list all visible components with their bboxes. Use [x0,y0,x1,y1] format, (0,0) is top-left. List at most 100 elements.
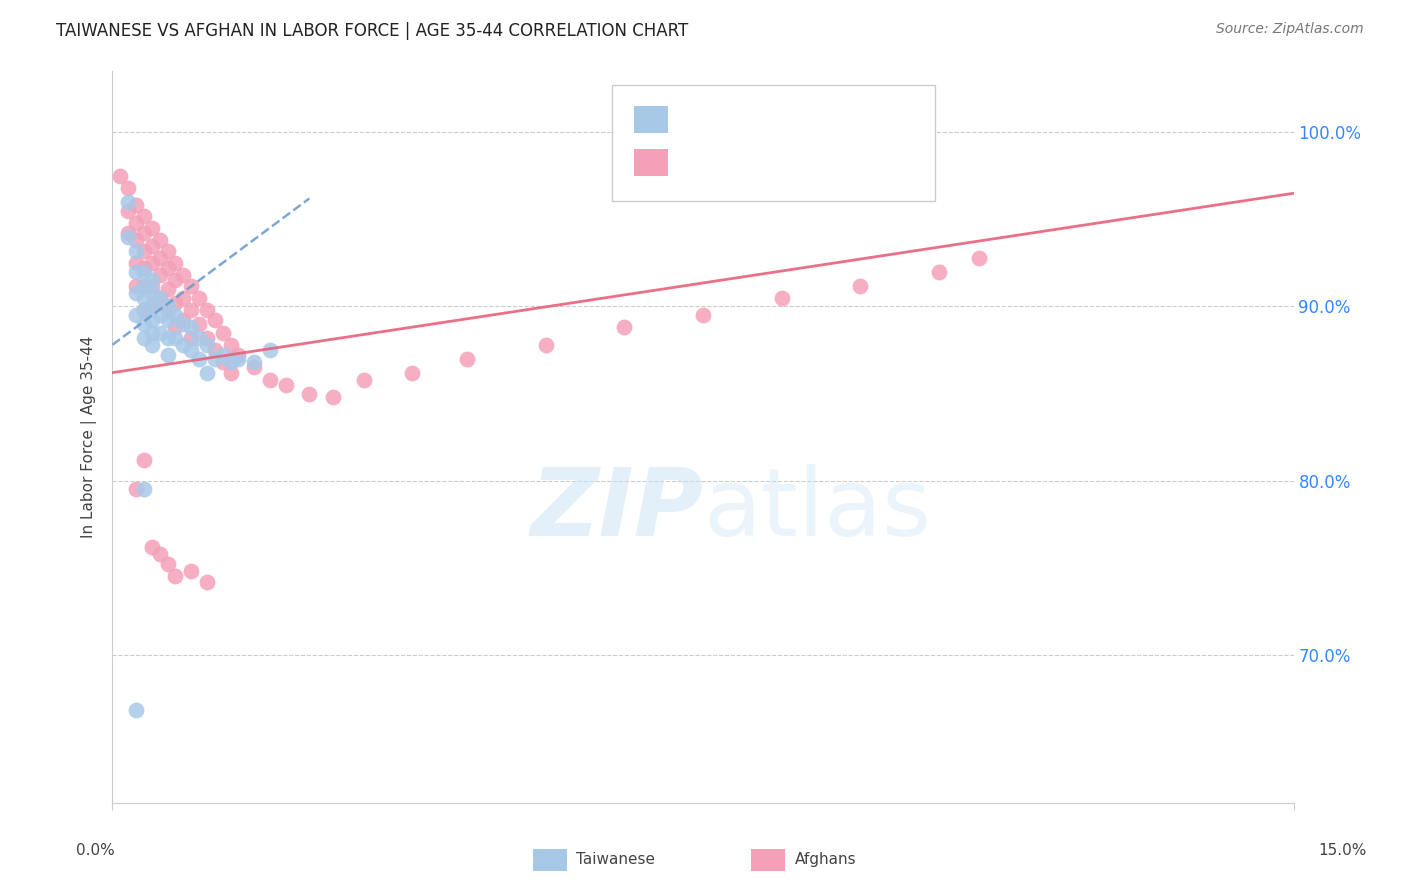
Point [172,338,194,352]
Text: 0.128: 0.128 [703,112,749,126]
Point [125,216,148,230]
Text: ZIP: ZIP [530,464,703,557]
Point [125,308,148,322]
Point [204,351,226,366]
Point [132,244,155,258]
Point [132,302,155,317]
Point [195,302,218,317]
Point [149,291,172,305]
Point [165,273,187,287]
Point [188,317,211,331]
Point [156,282,179,296]
Point [180,320,202,334]
Point [165,331,187,345]
Point [110,169,132,183]
Point [149,291,172,305]
Point [243,355,266,369]
Point [132,302,155,317]
Point [125,244,148,258]
Point [172,268,194,282]
Point [117,227,139,241]
Point [534,338,557,352]
Point [228,348,250,362]
Point [125,278,148,293]
Point [132,261,155,276]
Point [141,256,163,270]
Text: R =: R = [675,154,710,169]
Point [180,331,202,345]
Point [188,291,211,305]
Point [156,302,179,317]
Text: R =: R = [675,112,710,126]
Point [165,320,187,334]
Point [165,569,187,583]
Point [165,296,187,310]
Point [156,300,179,314]
Point [149,233,172,247]
Point [156,348,179,362]
Point [149,547,172,561]
Point [204,343,226,357]
Text: Source: ZipAtlas.com: Source: ZipAtlas.com [1216,22,1364,37]
Point [211,348,233,362]
Point [156,331,179,345]
Point [125,704,148,718]
Point [219,366,242,380]
Point [141,300,163,314]
Point [298,386,321,401]
Text: 0.0%: 0.0% [76,843,115,858]
Point [172,317,194,331]
Point [141,338,163,352]
Point [259,373,281,387]
Point [195,366,218,380]
Text: 72: 72 [818,154,838,169]
Point [125,233,148,247]
Point [149,251,172,265]
Point [132,483,155,497]
Point [141,326,163,340]
Point [172,313,194,327]
Point [228,351,250,366]
Point [132,227,155,241]
Point [141,300,163,314]
Point [141,540,163,554]
Text: Afghans: Afghans [794,853,856,867]
Point [195,331,218,345]
Point [274,377,297,392]
Point [692,308,714,322]
Point [219,338,242,352]
Text: N =: N = [787,154,824,169]
Point [125,483,148,497]
Text: TAIWANESE VS AFGHAN IN LABOR FORCE | AGE 35-44 CORRELATION CHART: TAIWANESE VS AFGHAN IN LABOR FORCE | AGE… [56,22,689,40]
Point [195,574,218,589]
Point [401,366,423,380]
Point [125,285,148,300]
Point [165,256,187,270]
Point [172,291,194,305]
Point [456,351,478,366]
Point [219,355,242,369]
Point [132,278,155,293]
Point [156,313,179,327]
Point [243,360,266,375]
Point [322,390,344,404]
Point [117,194,139,209]
Point [149,326,172,340]
Point [156,558,179,572]
Point [141,285,163,300]
Point [125,198,148,212]
Point [117,181,139,195]
Point [613,320,636,334]
Point [195,338,218,352]
Point [132,317,155,331]
Point [211,326,233,340]
Point [132,209,155,223]
Point [849,278,872,293]
Point [967,251,990,265]
Text: 15.0%: 15.0% [1319,843,1367,858]
Point [928,265,950,279]
Point [141,273,163,287]
Text: 0.377: 0.377 [703,154,748,169]
Point [770,291,793,305]
Point [141,313,163,327]
